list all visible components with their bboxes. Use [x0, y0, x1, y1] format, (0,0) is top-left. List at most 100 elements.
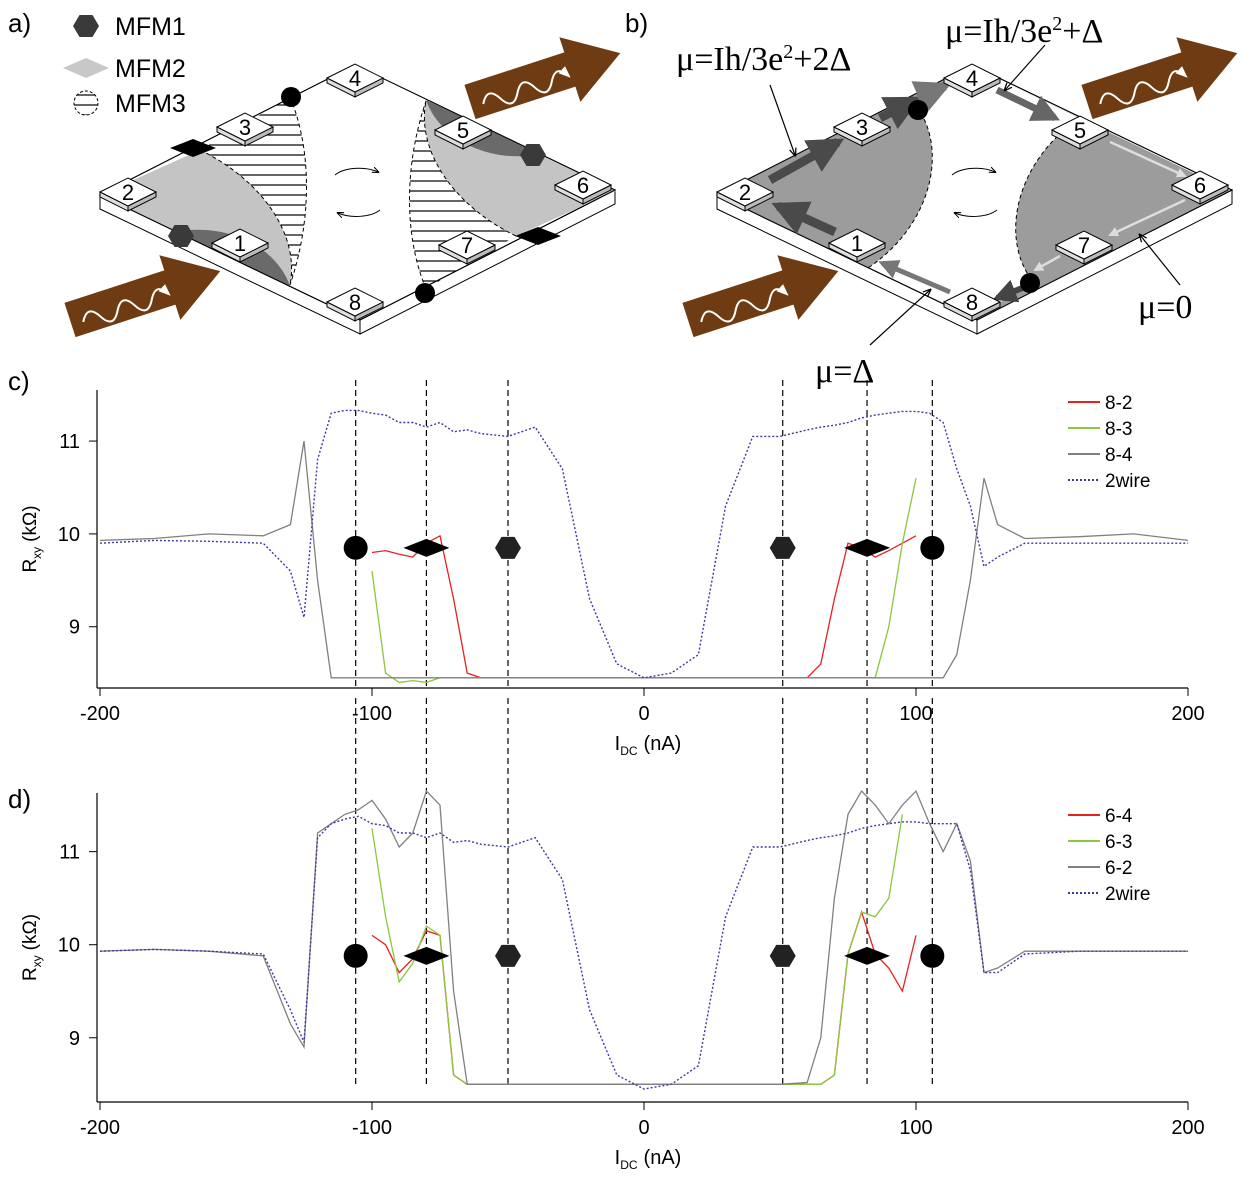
contact-label: 7 — [1078, 233, 1090, 258]
contact-label: 2 — [122, 180, 134, 205]
circulation-arrow — [338, 209, 381, 216]
legend-symbol — [73, 15, 99, 37]
x-tick-label: 200 — [1171, 1117, 1204, 1139]
x-label-main: I — [615, 733, 621, 755]
x-tick-label: -200 — [80, 1117, 120, 1139]
series-line — [99, 815, 1188, 1090]
y-label-unit: (kΩ) — [20, 505, 41, 541]
microwave-arrow — [459, 21, 630, 134]
panel-a: a) MFM1 MFM2 MFM3 — [8, 8, 631, 352]
panel-b: b) — [625, 8, 1242, 390]
contact-pad — [215, 112, 275, 142]
contact-pad — [942, 287, 1002, 317]
annotation-sup: 2 — [783, 41, 793, 63]
annotation-text: μ=0 — [1138, 289, 1192, 326]
marker-circle — [343, 943, 368, 968]
annotation: μ=0 — [1138, 289, 1192, 326]
annotation: μ=Ih/3e2+2Δ — [676, 41, 851, 78]
marker-hexagon — [495, 536, 521, 559]
panel-label: a) — [8, 8, 31, 38]
contacts: 1 2 3 4 5 6 7 8 — [715, 63, 1230, 322]
series-line — [99, 409, 1188, 679]
legend-text: MFM2 — [115, 55, 186, 83]
mfm2-diamond — [170, 139, 216, 157]
x-label-sub: DC — [620, 744, 638, 758]
y-axis-label: Rxy (kΩ) — [20, 914, 44, 981]
contact-pad — [98, 177, 158, 207]
mfm3-dot — [415, 283, 435, 303]
contact-label: 1 — [234, 231, 246, 256]
contact-label: 4 — [966, 66, 978, 91]
annotation-text: μ=Δ — [815, 353, 874, 390]
circulation-arrow — [334, 168, 378, 176]
marker-diamond — [844, 946, 891, 965]
x-label-main: I — [615, 1147, 621, 1169]
dot — [1020, 273, 1040, 293]
panel-label: c) — [8, 366, 30, 396]
y-tick-label: 9 — [69, 617, 80, 639]
y-label-sub: xy — [30, 955, 44, 967]
contact-label: 3 — [856, 115, 868, 140]
contact-pad — [942, 63, 1002, 93]
pointer-lines — [769, 44, 1181, 346]
legend-label: 6-3 — [1105, 832, 1132, 853]
contact-pad — [437, 230, 497, 260]
x-tick-label: -100 — [352, 703, 392, 725]
contact-pad — [715, 177, 775, 207]
y-axis-label: Rxy (kΩ) — [20, 505, 44, 572]
legend-symbol — [73, 90, 99, 116]
y-tick-label: 11 — [59, 431, 80, 453]
legend-label: 8-2 — [1105, 393, 1132, 414]
annotation: μ=Ih/3e2+Δ — [945, 13, 1103, 50]
y-tick-label: 10 — [58, 935, 80, 957]
x-tick-label: -100 — [352, 1117, 392, 1139]
marker-diamond — [403, 946, 450, 965]
y-tick-label: 9 — [69, 1028, 80, 1050]
mfm3-dot — [281, 87, 301, 107]
marker-diamond — [844, 538, 891, 557]
contact-label: 8 — [966, 290, 978, 315]
series-line — [371, 534, 917, 679]
marker-hexagon — [769, 944, 796, 967]
legend-text: MFM1 — [115, 13, 186, 41]
contact-pad — [1050, 115, 1110, 145]
y-tick-label: 10 — [58, 524, 80, 546]
x-tick-label: 0 — [638, 1117, 649, 1139]
y-label-main: R — [20, 559, 41, 573]
x-tick-label: 100 — [899, 703, 932, 725]
legend-text: MFM3 — [115, 90, 186, 118]
contact-label: 5 — [457, 118, 469, 143]
contact-label: 5 — [1074, 118, 1086, 143]
contact-pad — [210, 228, 270, 258]
contact-label: 6 — [1194, 173, 1206, 198]
chart: c) 9 10 11 -200 -100 0 100 200 IDC (nA) Rxy (kΩ) 8-2 8… — [8, 366, 1205, 758]
annotation-text: μ=Ih/3e — [945, 13, 1052, 50]
mfm2-diamond — [515, 227, 561, 245]
x-axis-label: IDC (nA) — [615, 1147, 682, 1172]
contact-label: 1 — [851, 231, 863, 256]
series-line — [99, 440, 1189, 679]
legend-label: 8-3 — [1105, 419, 1132, 440]
marker-circle — [343, 535, 368, 560]
contact-pad — [433, 115, 493, 145]
marker-diamond — [403, 538, 450, 557]
current-arrows — [767, 81, 1187, 303]
x-tick-label: 200 — [1171, 703, 1204, 725]
x-tick-label: -200 — [80, 703, 120, 725]
circulation-arrow — [951, 168, 995, 176]
contact-pad — [827, 228, 887, 258]
series-line — [371, 478, 917, 684]
annotation: μ=Δ — [815, 353, 874, 390]
legend-symbol — [63, 58, 109, 78]
panel-label: b) — [625, 8, 648, 38]
annotation-sup: 2 — [1052, 13, 1062, 35]
y-label-main: R — [20, 967, 41, 981]
contact-pad — [325, 63, 385, 93]
legend-label: 8-4 — [1105, 445, 1133, 466]
marker-circle — [920, 535, 945, 560]
contact-label: 2 — [739, 180, 751, 205]
contact-pad — [553, 170, 613, 200]
